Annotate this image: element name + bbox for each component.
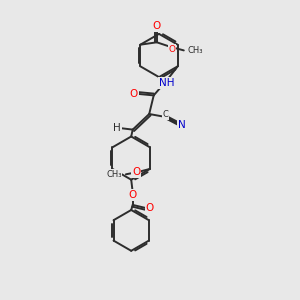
Text: O: O: [132, 167, 140, 177]
Text: O: O: [146, 203, 154, 213]
Text: CH₃: CH₃: [188, 46, 203, 55]
Text: O: O: [153, 21, 161, 31]
Text: H: H: [113, 123, 121, 133]
Text: O: O: [128, 190, 136, 200]
Text: O: O: [130, 89, 138, 99]
Text: O: O: [168, 45, 175, 54]
Text: N: N: [178, 120, 186, 130]
Text: CH₃: CH₃: [106, 170, 122, 179]
Text: C: C: [163, 110, 169, 119]
Text: NH: NH: [159, 78, 174, 88]
